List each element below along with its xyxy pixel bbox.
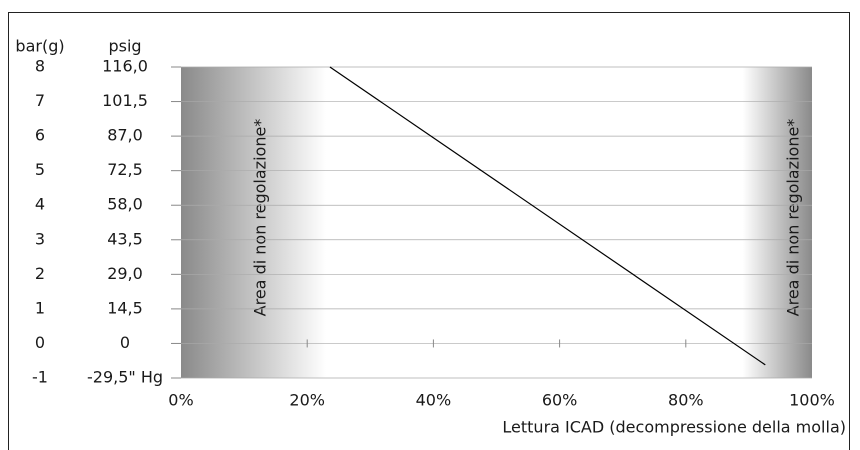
x-tick-label: 60%	[542, 391, 578, 410]
y2-tick-label: 101,5	[102, 91, 148, 110]
y-tick-label: 1	[35, 298, 45, 317]
x-tick-label: 40%	[416, 391, 452, 410]
y2-tick-label: 72,5	[107, 160, 143, 179]
y-tick-label: 2	[35, 264, 45, 283]
y-tick-label: 8	[35, 57, 45, 76]
annotation: Area di non regolazione*	[251, 119, 270, 317]
y-axis-label: bar(g)	[15, 37, 64, 56]
y-tick-label: 4	[35, 195, 45, 214]
y2-tick-label: 14,5	[107, 298, 143, 317]
y2-tick-label: -29,5" Hg	[87, 368, 163, 387]
y-tick-label: -1	[32, 368, 48, 387]
y2-tick-label: 58,0	[107, 195, 143, 214]
y2-tick-label: 43,5	[107, 229, 143, 248]
y-tick-label: 6	[35, 126, 45, 145]
y-tick-label: 0	[35, 333, 45, 352]
shaded-region	[181, 67, 327, 378]
y2-axis-label: psig	[108, 37, 141, 56]
y-tick-label: 7	[35, 91, 45, 110]
x-tick-label: 20%	[289, 391, 325, 410]
x-tick-label: 80%	[668, 391, 704, 410]
y2-tick-label: 87,0	[107, 126, 143, 145]
y-tick-label: 5	[35, 160, 45, 179]
x-tick-label: 0%	[168, 391, 193, 410]
y2-tick-label: 116,0	[102, 57, 148, 76]
y2-tick-label: 0	[120, 333, 130, 352]
x-axis-label: Lettura ICAD (decompressione della molla…	[502, 418, 846, 437]
line	[329, 66, 766, 366]
x-tick-label: 100%	[789, 391, 835, 410]
shaded-region	[742, 67, 812, 378]
y-tick-label: 3	[35, 229, 45, 248]
y2-tick-label: 29,0	[107, 264, 143, 283]
frame	[8, 12, 850, 450]
annotation: Area di non regolazione*	[784, 119, 803, 317]
